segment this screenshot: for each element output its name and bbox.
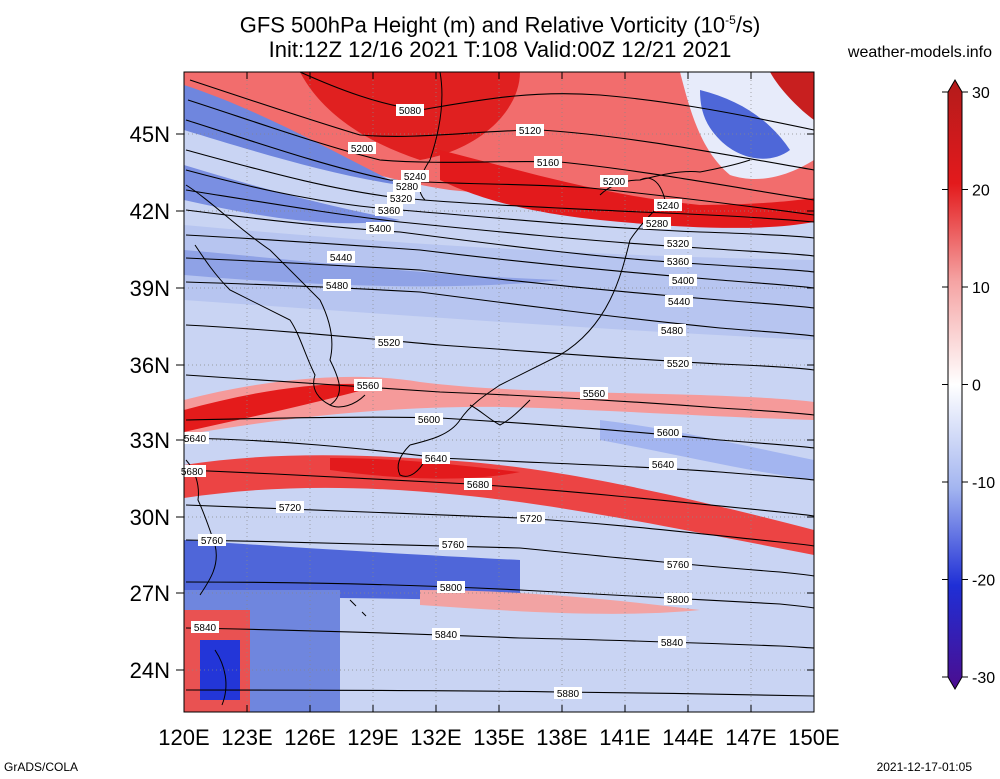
contour-label-5720: 5720	[520, 514, 543, 525]
colorbar-tick-30: 30	[972, 85, 990, 102]
lon-label-138E: 138E	[536, 725, 587, 750]
colorbar-tick--10: -10	[972, 475, 995, 492]
footer-software: GrADS/COLA	[4, 760, 79, 774]
colorbar-ticks: 30 20 10 0 -10 -20 -30	[942, 85, 995, 687]
contour-label-5600: 5600	[657, 428, 680, 439]
colorbar-tick--30: -30	[972, 670, 995, 687]
contour-label-5120: 5120	[519, 126, 542, 137]
contour-label-5600: 5600	[418, 415, 441, 426]
colorbar-tick-0: 0	[972, 378, 981, 395]
contour-label-5480: 5480	[661, 326, 684, 337]
lon-label-144E: 144E	[662, 725, 713, 750]
lat-label-45N: 45N	[130, 122, 170, 147]
contour-label-5320: 5320	[390, 194, 413, 205]
contour-label-5800: 5800	[667, 595, 690, 606]
lat-lon-grid	[184, 72, 814, 712]
longitude-axis: 120E 123E 126E 129E 132E 135E 138E 141E 144E 147E…	[158, 72, 840, 750]
contour-label-5840: 5840	[661, 638, 684, 649]
lon-label-126E: 126E	[284, 725, 335, 750]
lon-label-135E: 135E	[473, 725, 524, 750]
contour-label-5280: 5280	[646, 219, 669, 230]
lat-label-24N: 24N	[130, 658, 170, 683]
contour-labels: 5080512051605200520052405240528052805320…	[178, 104, 697, 700]
contour-label-5640: 5640	[184, 434, 207, 445]
contour-label-5080: 5080	[399, 106, 422, 117]
contour-label-5840: 5840	[194, 623, 217, 634]
lat-label-30N: 30N	[130, 505, 170, 530]
chart-title-line2: Init:12Z 12/16 2021 T:108 Valid:00Z 12/2…	[268, 37, 732, 62]
lon-label-132E: 132E	[410, 725, 461, 750]
height-contours	[185, 72, 814, 697]
colorbar-bar	[947, 79, 963, 690]
contour-label-5480: 5480	[326, 281, 349, 292]
contour-label-5640: 5640	[652, 460, 675, 471]
contour-label-5160: 5160	[537, 158, 560, 169]
contour-label-5240: 5240	[657, 201, 680, 212]
lat-label-39N: 39N	[130, 276, 170, 301]
colorbar: 30 20 10 0 -10 -20 -30	[942, 79, 995, 690]
coastlines	[185, 72, 751, 706]
lat-label-27N: 27N	[130, 581, 170, 606]
contour-label-5720: 5720	[279, 503, 302, 514]
contour-label-5640: 5640	[425, 454, 448, 465]
lat-label-42N: 42N	[130, 199, 170, 224]
contour-label-5320: 5320	[667, 239, 690, 250]
lon-label-147E: 147E	[725, 725, 776, 750]
contour-label-5880: 5880	[557, 689, 580, 700]
contour-label-5200: 5200	[603, 177, 626, 188]
contour-label-5520: 5520	[667, 359, 690, 370]
contour-label-5240: 5240	[404, 172, 427, 183]
contour-label-5800: 5800	[440, 583, 463, 594]
colorbar-tick--20: -20	[972, 573, 995, 590]
lat-label-33N: 33N	[130, 428, 170, 453]
contour-label-5680: 5680	[181, 467, 204, 478]
contour-label-5360: 5360	[378, 206, 401, 217]
lon-label-150E: 150E	[788, 725, 839, 750]
contour-label-5440: 5440	[330, 253, 353, 264]
contour-label-5200: 5200	[351, 144, 374, 155]
chart-title-line1: GFS 500hPa Height (m) and Relative Vorti…	[239, 12, 761, 38]
contour-label-5440: 5440	[668, 297, 691, 308]
contour-label-5360: 5360	[667, 257, 690, 268]
contour-label-5560: 5560	[583, 389, 606, 400]
latitude-axis: 45N 42N 39N 36N 33N 30N 27N 24N	[130, 122, 814, 683]
contour-label-5760: 5760	[442, 540, 465, 551]
contour-label-5280: 5280	[396, 182, 419, 193]
contour-label-5400: 5400	[672, 276, 695, 287]
lat-label-36N: 36N	[130, 353, 170, 378]
colorbar-tick-20: 20	[972, 183, 990, 200]
colorbar-tick-10: 10	[972, 280, 990, 297]
contour-label-5760: 5760	[667, 560, 690, 571]
footer-timestamp: 2021-12-17-01:05	[876, 760, 972, 774]
contour-label-5840: 5840	[435, 630, 458, 641]
lon-label-141E: 141E	[599, 725, 650, 750]
lon-label-129E: 129E	[347, 725, 398, 750]
contour-label-5680: 5680	[467, 480, 490, 491]
contour-label-5760: 5760	[201, 536, 224, 547]
contour-label-5560: 5560	[357, 381, 380, 392]
contour-label-5520: 5520	[378, 338, 401, 349]
contour-label-5400: 5400	[369, 224, 392, 235]
lon-label-120E: 120E	[158, 725, 209, 750]
lon-label-123E: 123E	[221, 725, 272, 750]
site-credit: weather-models.info	[847, 44, 992, 61]
